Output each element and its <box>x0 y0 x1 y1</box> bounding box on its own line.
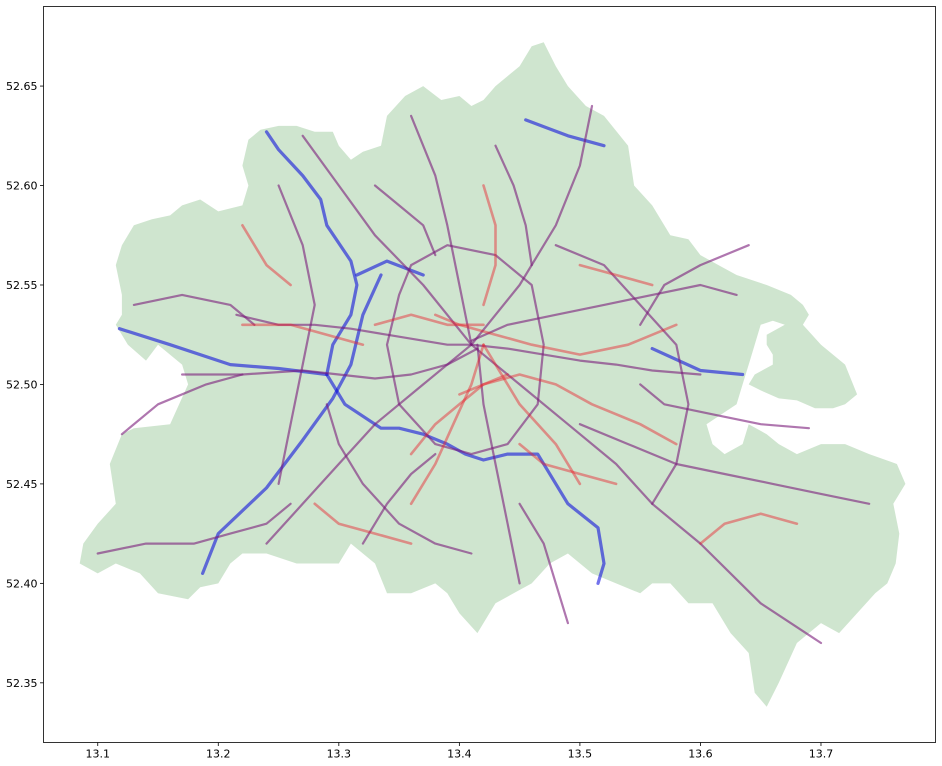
road-segment-mixed-27 <box>120 373 244 436</box>
road-segment-mixed-10 <box>476 343 521 585</box>
road-segment-mixed-6 <box>235 313 702 376</box>
road-segment-mixed-28 <box>639 244 750 326</box>
y-tick-label: 52.40 <box>6 577 38 590</box>
road-segment-low-35 <box>241 323 365 346</box>
road-segment-low-38 <box>313 502 413 545</box>
road-segment-mixed-7 <box>181 347 479 380</box>
y-tick-label: 52.55 <box>6 279 38 292</box>
y-tick-label: 52.60 <box>6 180 38 193</box>
road-segment-mixed-23 <box>494 144 533 267</box>
road-segment-mixed-25 <box>518 502 569 625</box>
y-tick-label: 52.45 <box>6 478 38 491</box>
road-segment-low-39 <box>578 263 654 287</box>
x-axis: 13.1 13.2 13.3 13.4 13.5 13.6 13.7 <box>85 742 834 761</box>
road-segment-mixed-9 <box>410 114 473 346</box>
x-tick-label: 13.6 <box>688 748 713 761</box>
road-segment-mixed-12 <box>265 343 473 545</box>
road-segment-mixed-19 <box>132 293 256 326</box>
road-segment-mixed-26 <box>639 383 810 430</box>
road-segment-mixed-8 <box>470 283 738 342</box>
road-segment-low-41 <box>241 224 292 287</box>
x-tick-label: 13.3 <box>327 748 352 761</box>
road-segment-low-30 <box>458 373 678 446</box>
road-segment-mixed-22 <box>373 184 437 257</box>
road-segment-low-33 <box>409 343 485 506</box>
road-segment-mixed-14 <box>301 134 473 346</box>
road-segment-high-0 <box>264 130 606 585</box>
road-segment-low-36 <box>518 442 618 486</box>
y-axis: 52.35 52.40 52.45 52.50 52.55 52.60 52.65 <box>6 80 44 690</box>
x-tick-label: 13.5 <box>568 748 593 761</box>
road-segment-mixed-15 <box>385 244 545 456</box>
x-tick-label: 13.1 <box>85 748 110 761</box>
y-tick-label: 52.50 <box>6 378 38 391</box>
x-tick-label: 13.7 <box>809 748 834 761</box>
road-segment-mixed-13 <box>470 104 594 346</box>
road-segment-high-3 <box>524 118 606 148</box>
plot-area <box>79 42 906 707</box>
road-segment-low-31 <box>409 373 509 456</box>
road-segment-mixed-16 <box>325 403 473 555</box>
x-tick-label: 13.2 <box>206 748 231 761</box>
road-segment-mixed-24 <box>361 453 437 545</box>
axes-frame <box>43 6 936 743</box>
road-segment-mixed-18 <box>277 184 316 485</box>
road-segment-high-2 <box>201 273 383 575</box>
road-segment-low-32 <box>373 313 485 327</box>
road-segment-mixed-11 <box>470 343 823 645</box>
road-segment-low-34 <box>482 343 582 486</box>
city-boundary <box>79 42 906 707</box>
road-segment-mixed-20 <box>578 423 871 505</box>
road-segment-low-40 <box>699 512 799 545</box>
road-segment-high-5 <box>650 347 745 377</box>
road-segment-mixed-21 <box>96 502 292 555</box>
x-tick-label: 13.4 <box>447 748 472 761</box>
road-segment-high-1 <box>355 259 425 277</box>
road-segment-low-37 <box>482 184 497 307</box>
y-tick-label: 52.35 <box>6 677 38 690</box>
road-segment-low-29 <box>434 313 678 356</box>
road-network <box>96 104 871 645</box>
y-tick-label: 52.65 <box>6 80 38 93</box>
